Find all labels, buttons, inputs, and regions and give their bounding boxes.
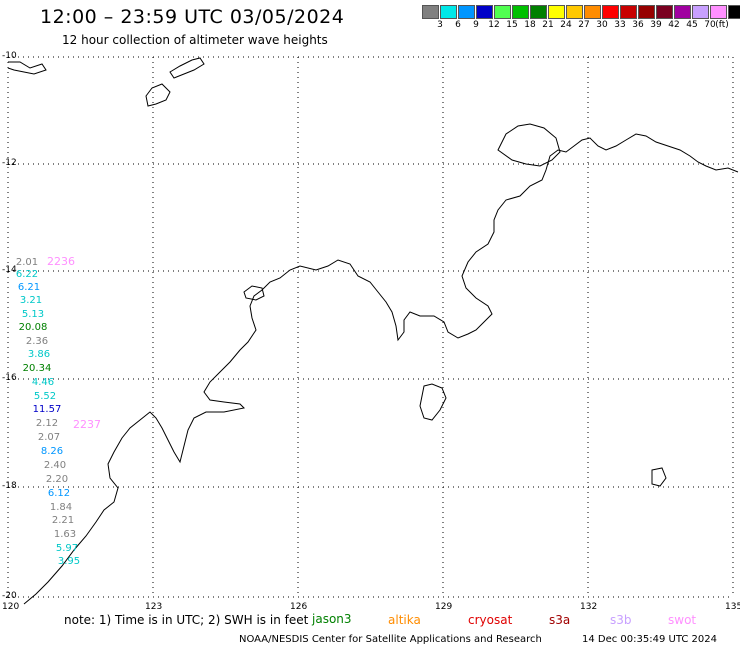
wave-height-value: 20.08 bbox=[18, 322, 48, 333]
wave-height-value: 1.84 bbox=[49, 502, 73, 513]
wave-height-value: 1.63 bbox=[53, 529, 77, 540]
wave-height-value: 5.52 bbox=[33, 391, 57, 402]
legend-label-8: 27 bbox=[578, 20, 590, 30]
legend-label-0: 3 bbox=[437, 20, 443, 30]
lat-lon-grid bbox=[7, 56, 734, 598]
coastline-arnhem-peninsula bbox=[497, 123, 561, 167]
legend-swatch-8 bbox=[566, 5, 583, 19]
legend-label-9: 30 bbox=[596, 20, 608, 30]
coastline-north-islands bbox=[7, 61, 47, 75]
legend-swatch-0 bbox=[422, 5, 439, 19]
wave-height-value: 2.40 bbox=[43, 460, 67, 471]
wave-height-value: 2.12 bbox=[35, 418, 59, 429]
legend-label-13: 42 bbox=[668, 20, 680, 30]
latitude-label: -20 bbox=[2, 591, 17, 601]
longitude-label: 120 bbox=[2, 602, 20, 612]
latitude-label: -16 bbox=[2, 373, 17, 383]
legend-swatch-2 bbox=[458, 5, 475, 19]
longitude-label: 129 bbox=[435, 602, 453, 612]
legend-swatch-9 bbox=[584, 5, 601, 19]
page-subtitle: 12 hour collection of altimeter wave hei… bbox=[62, 33, 328, 47]
longitude-label: 132 bbox=[580, 602, 598, 612]
satellite-label-s3a: s3a bbox=[549, 613, 571, 627]
legend-label-16: (ft) bbox=[715, 20, 729, 30]
coastline-north-australia bbox=[23, 133, 739, 605]
legend-label-15: 70 bbox=[704, 20, 716, 30]
longitude-label: 126 bbox=[290, 602, 308, 612]
legend-swatch-3 bbox=[476, 5, 493, 19]
coastline-small-island bbox=[169, 57, 205, 79]
longitude-label: 123 bbox=[145, 602, 163, 612]
satellite-label-altika: altika bbox=[388, 613, 421, 627]
track-id-label: 2236 bbox=[47, 255, 75, 268]
latitude-label: -12 bbox=[2, 158, 17, 168]
coastline bbox=[7, 57, 739, 605]
latitude-label: -14 bbox=[2, 265, 17, 275]
legend-label-5: 18 bbox=[524, 20, 536, 30]
wave-height-value: 6.21 bbox=[17, 282, 41, 293]
legend-label-2: 9 bbox=[473, 20, 479, 30]
longitude-label: 135 bbox=[725, 602, 740, 612]
wave-height-value: 4.46 bbox=[31, 377, 55, 388]
wave-height-color-legend: 3 6 9 12 15 18 21 24 27 30 33 36 39 42 45 70 (ft) bbox=[422, 5, 740, 31]
legend-label-10: 33 bbox=[614, 20, 626, 30]
legend-swatch-11 bbox=[620, 5, 637, 19]
legend-label-7: 24 bbox=[560, 20, 572, 30]
legend-label-12: 39 bbox=[650, 20, 662, 30]
page-title: 12:00 – 23:59 UTC 03/05/2024 bbox=[40, 6, 345, 28]
wave-height-value: 20.34 bbox=[22, 363, 52, 374]
wave-height-value: 3.95 bbox=[57, 556, 81, 567]
satellite-label-swot: swot bbox=[668, 613, 697, 627]
coastline-timor-fragment bbox=[145, 83, 171, 107]
latitude-label: -10 bbox=[2, 51, 17, 61]
legend-label-4: 15 bbox=[506, 20, 518, 30]
legend-swatch-15 bbox=[692, 5, 709, 19]
legend-swatch-17 bbox=[728, 5, 740, 19]
legend-swatch-4 bbox=[494, 5, 511, 19]
legend-label-6: 21 bbox=[542, 20, 554, 30]
note-overprint-jason3: jason3 bbox=[312, 612, 352, 626]
legend-swatch-14 bbox=[674, 5, 691, 19]
wave-height-value: 8.26 bbox=[40, 446, 64, 457]
coastline-offshore-island-c bbox=[651, 467, 667, 487]
wave-height-value: 6.12 bbox=[47, 488, 71, 499]
legend-swatch-12 bbox=[638, 5, 655, 19]
wave-height-value: 2.36 bbox=[25, 336, 49, 347]
track-id-label: 2237 bbox=[73, 418, 101, 431]
wave-height-value: 2.20 bbox=[45, 474, 69, 485]
legend-labels: 3 6 9 12 15 18 21 24 27 30 33 36 39 42 45 70 (ft) bbox=[422, 19, 740, 31]
legend-swatch-1 bbox=[440, 5, 457, 19]
legend-label-1: 6 bbox=[455, 20, 461, 30]
wave-height-value: 5.97 bbox=[55, 543, 79, 554]
legend-swatch-16 bbox=[710, 5, 727, 19]
wave-height-value: 3.86 bbox=[27, 349, 51, 360]
coastline-offshore-island-a bbox=[419, 383, 447, 421]
wave-height-value: 2.21 bbox=[51, 515, 75, 526]
legend-swatch-6 bbox=[530, 5, 547, 19]
satellite-label-cryosat: cryosat bbox=[468, 613, 513, 627]
generation-timestamp: 14 Dec 00:35:49 UTC 2024 bbox=[582, 634, 717, 645]
footer-note: note: 1) Time is in UTC; 2) SWH is in fe… bbox=[64, 613, 309, 627]
wave-height-value: 2.01 bbox=[15, 257, 39, 268]
legend-swatch-13 bbox=[656, 5, 673, 19]
coastline-offshore-island-b bbox=[243, 285, 265, 301]
legend-swatch-7 bbox=[548, 5, 565, 19]
wave-height-value: 5.13 bbox=[21, 309, 45, 320]
wave-height-value: 6.22 bbox=[15, 269, 39, 280]
latitude-label: -18 bbox=[2, 481, 17, 491]
legend-label-11: 36 bbox=[632, 20, 644, 30]
legend-swatch-10 bbox=[602, 5, 619, 19]
wave-height-value: 3.21 bbox=[19, 295, 43, 306]
legend-label-3: 12 bbox=[488, 20, 500, 30]
satellite-label-s3b: s3b bbox=[610, 613, 632, 627]
legend-swatches bbox=[422, 5, 740, 19]
wave-height-value: 2.07 bbox=[37, 432, 61, 443]
credit-line: NOAA/NESDIS Center for Satellite Applica… bbox=[239, 634, 542, 645]
wave-height-value: 11.57 bbox=[32, 404, 62, 415]
legend-swatch-5 bbox=[512, 5, 529, 19]
legend-label-14: 45 bbox=[686, 20, 698, 30]
